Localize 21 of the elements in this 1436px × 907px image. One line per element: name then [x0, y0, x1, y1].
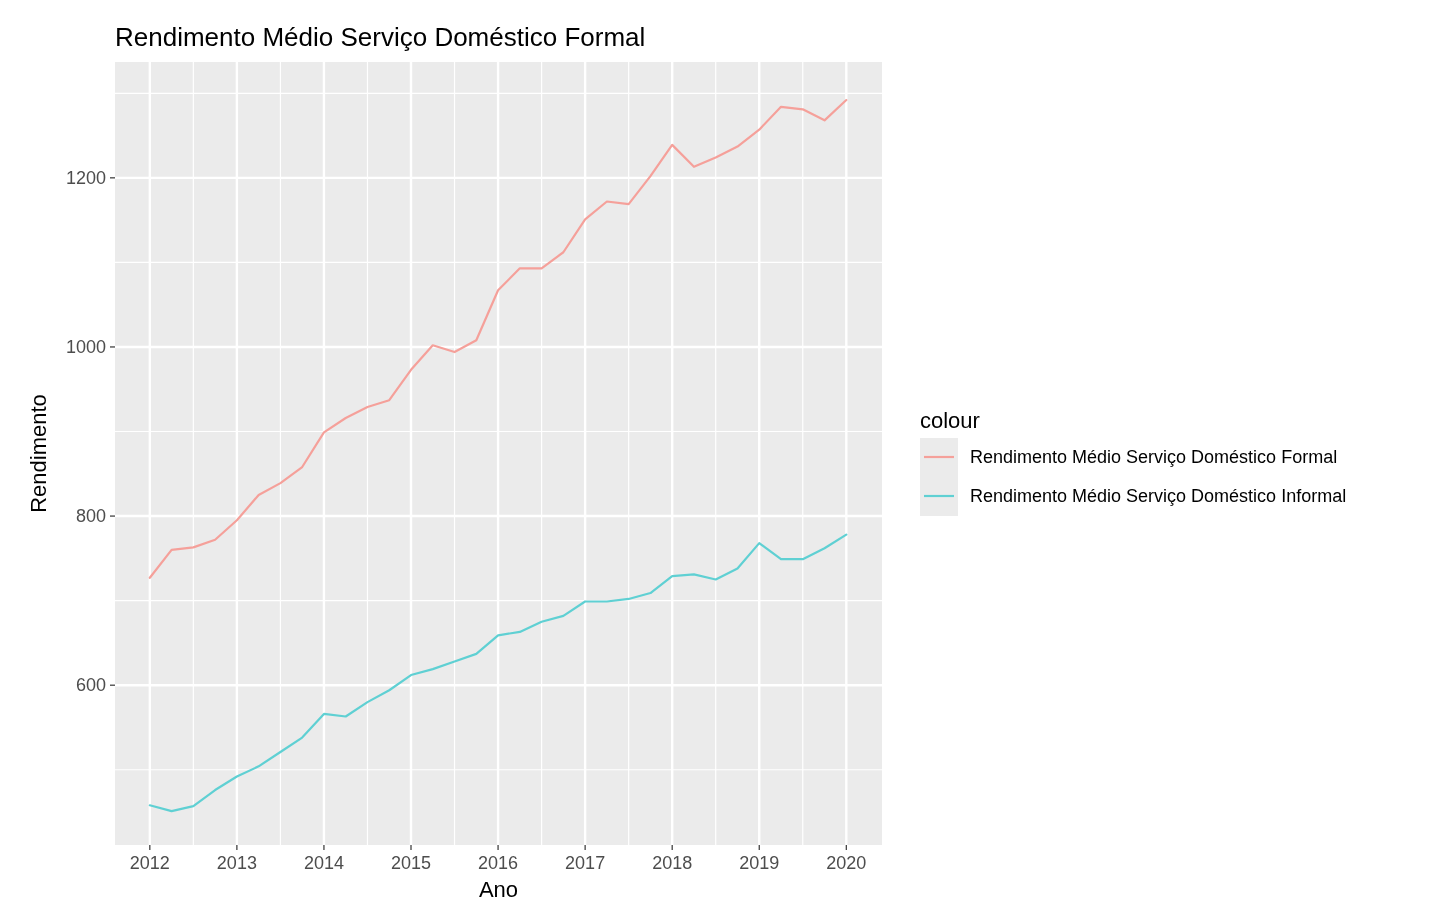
x-tick-label: 2018 — [652, 853, 693, 873]
y-tick-label: 800 — [75, 506, 106, 527]
x-tick-label: 2015 — [390, 853, 432, 873]
legend-title: colour — [920, 408, 980, 433]
chart-title: Rendimento Médio Serviço Doméstico Formal — [115, 22, 646, 52]
x-tick-label: 2017 — [565, 853, 606, 873]
x-tick-label: 2012 — [129, 853, 170, 873]
line-series — [148, 533, 848, 813]
x-tick-label: 2020 — [826, 853, 867, 873]
x-tick-label: 2016 — [478, 853, 519, 873]
legend-label: Rendimento Médio Serviço Doméstico Informal — [970, 486, 1347, 507]
legend-label: Rendimento Médio Serviço Doméstico Formal — [970, 447, 1338, 468]
y-axis-title: Rendimento — [26, 394, 51, 513]
y-tick-label: 600 — [75, 675, 106, 696]
x-tick-label: 2014 — [303, 853, 344, 873]
y-tick-label: 1000 — [65, 337, 106, 358]
x-tick-label: 2019 — [739, 853, 780, 873]
x-tick-label: 2013 — [216, 853, 257, 873]
x-axis-title: Ano — [478, 877, 519, 902]
y-tick-label: 1200 — [65, 168, 106, 189]
line-series — [148, 98, 848, 579]
